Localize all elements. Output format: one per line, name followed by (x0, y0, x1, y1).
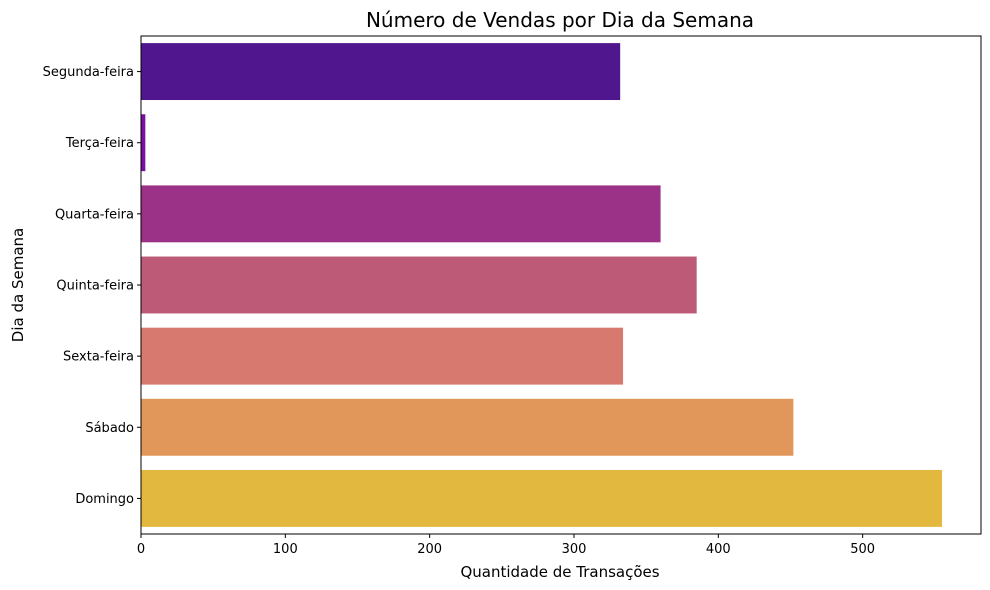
y-tick-label-6: Domingo (75, 492, 134, 507)
x-tick-label-2: 200 (417, 542, 442, 557)
y-tick-label-4: Sexta-feira (63, 350, 134, 365)
bar-3 (141, 256, 697, 314)
x-tick-label-4: 400 (706, 542, 731, 557)
x-tick-label-0: 0 (137, 542, 145, 557)
bar-5 (141, 398, 794, 456)
bar-4 (141, 327, 624, 385)
plot-frame (140, 35, 982, 535)
bar-2 (141, 185, 661, 243)
bar-6 (141, 469, 943, 527)
y-tick-label-1: Terça-feira (65, 136, 134, 151)
x-ticks-group: 0 100 200 300 400 500 (137, 534, 875, 557)
y-tick-label-5: Sábado (85, 421, 134, 436)
y-ticks-group: Segunda-feira Terça-feira Quarta-feira Quin… (43, 65, 141, 507)
chart-title: Número de Vendas por Dia da Semana (366, 8, 754, 32)
bars-group (141, 43, 943, 527)
y-tick-label-2: Quarta-feira (55, 207, 134, 222)
x-tick-label-3: 300 (562, 542, 587, 557)
bar-1 (141, 114, 146, 172)
x-axis-label: Quantidade de Transações (460, 563, 659, 581)
bar-0 (141, 43, 621, 101)
x-tick-label-1: 100 (273, 542, 298, 557)
x-tick-label-5: 500 (850, 542, 875, 557)
y-tick-label-0: Segunda-feira (43, 65, 134, 80)
y-tick-label-3: Quinta-feira (56, 279, 134, 294)
y-axis-label: Dia da Semana (9, 228, 27, 342)
